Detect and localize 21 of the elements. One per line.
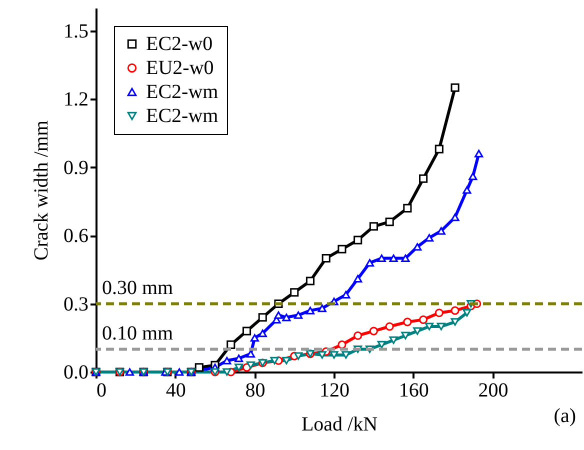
legend-label: EC2-wm xyxy=(146,105,219,127)
legend-label: EU2-w0 xyxy=(146,57,214,79)
x-tick-label: 80 xyxy=(245,380,266,402)
y-tick-label: 0.0 xyxy=(64,362,88,384)
text: (a) xyxy=(554,405,576,427)
x-axis-title: Load /kN xyxy=(301,414,378,436)
x-tick-label: 120 xyxy=(320,380,350,402)
ref-line-label: 0.10 mm xyxy=(102,322,174,344)
x-tick-label: 0 xyxy=(96,380,106,402)
y-tick-label: 1.2 xyxy=(64,88,88,110)
y-tick-label: 1.5 xyxy=(64,20,88,42)
x-tick-label: 200 xyxy=(478,380,508,402)
y-tick-label: 0.9 xyxy=(64,156,88,179)
y-tick-label: 0.6 xyxy=(64,225,88,247)
x-tick-label: 160 xyxy=(398,380,429,402)
y-tick-label: 0.3 xyxy=(64,293,88,316)
legend-label: EC2-w0 xyxy=(146,33,213,55)
legend-label: EC2-wm xyxy=(146,81,219,103)
x-tick-label: 40 xyxy=(166,380,186,402)
y-axis-title: Crack width /mm xyxy=(30,120,52,260)
ref-line-label: 0.30 mm xyxy=(102,276,174,299)
